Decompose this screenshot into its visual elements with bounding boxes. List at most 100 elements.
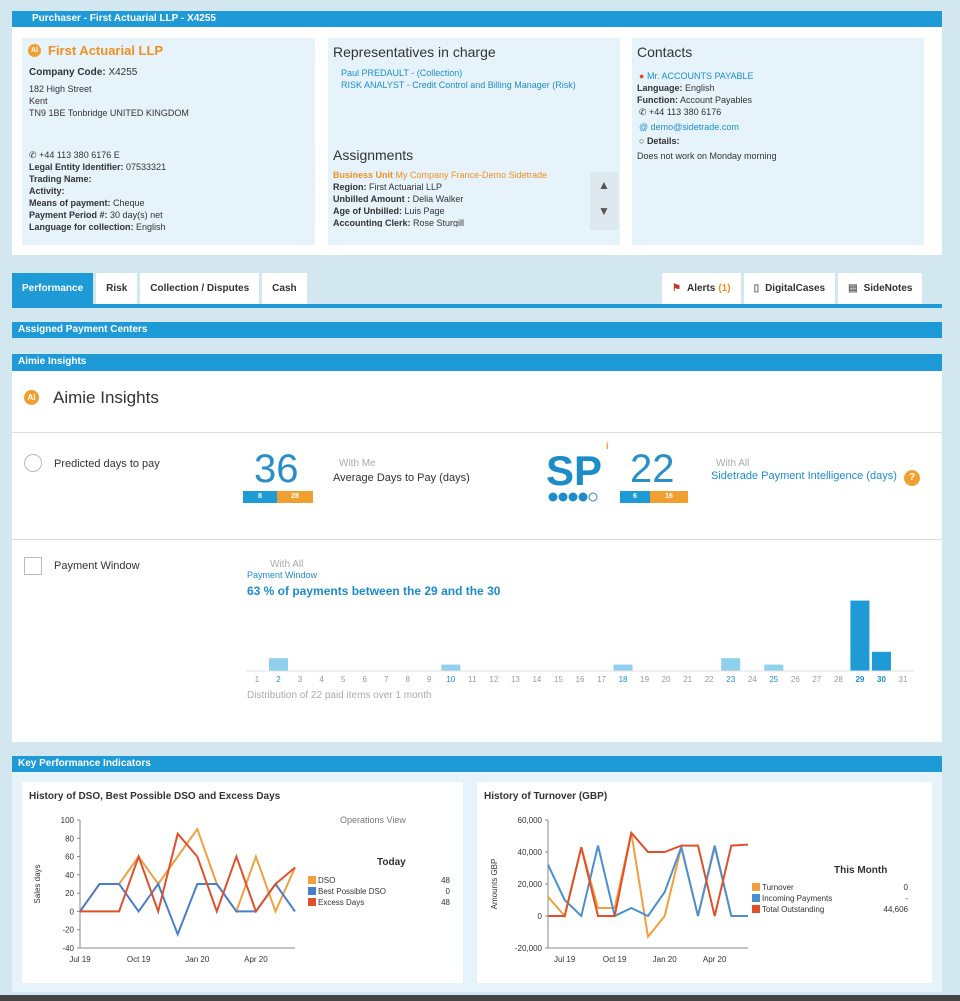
me-value: 36 — [254, 447, 299, 491]
field-label: Age of Unbilled: — [333, 206, 402, 216]
window-headline: 63 % of payments between the 29 and the … — [247, 584, 501, 598]
field-value: Cheque — [113, 198, 145, 208]
tab-label: DigitalCases — [765, 283, 826, 294]
me-high: 28 — [277, 491, 313, 503]
tab[interactable]: Performance — [12, 273, 94, 304]
me-tag: With Me — [339, 458, 376, 469]
ai-badge: AI — [28, 44, 41, 57]
code-label: Company Code: — [29, 67, 106, 78]
field-label: Unbilled Amount : — [333, 194, 411, 204]
window-tag: With All — [270, 559, 304, 570]
contact-name[interactable]: Mr. ACCOUNTS PAYABLE — [646, 71, 754, 81]
sp-info[interactable]: i — [606, 441, 609, 452]
help-icon[interactable]: ? — [904, 470, 920, 486]
address-line: TN9 1BE Tonbridge UNITED KINGDOM — [29, 108, 189, 118]
all-value: 22 — [630, 447, 675, 491]
predicted-label: Predicted days to pay — [54, 458, 160, 470]
tab[interactable]: ▯ DigitalCases — [743, 273, 836, 304]
reps-box: Representatives in charge Paul PREDAULT … — [328, 38, 620, 245]
assign-title: Assignments — [333, 147, 414, 163]
field-row: Accounting Clerk: Rose Sturgill — [333, 217, 547, 227]
code: X4255 — [108, 67, 138, 78]
field-row: Age of Unbilled: Luis Page — [333, 205, 547, 217]
rep-line[interactable]: RISK ANALYST - Credit Control and Billin… — [341, 80, 576, 90]
all-low: 6 — [620, 491, 650, 503]
field-value: Rose Sturgill — [413, 218, 465, 227]
insights-panel: AI Aimie Insights Predicted days to pay … — [12, 371, 942, 742]
field-row: Payment Period #: 30 day(s) net — [29, 209, 166, 221]
tab[interactable]: Cash — [262, 273, 307, 304]
right-tabs: ⚑ Alerts (1) ▯ DigitalCases ▤ SideNotes — [662, 273, 925, 304]
field-row: Means of payment: Cheque — [29, 197, 166, 209]
all-high: 16 — [650, 491, 688, 503]
phone: +44 113 380 6176 — [39, 150, 112, 160]
section-bar[interactable]: Assigned Payment Centers — [12, 322, 942, 338]
divider — [12, 539, 942, 540]
rep-line[interactable]: Paul PREDAULT - (Collection) — [341, 68, 463, 78]
field-row: Activity: — [29, 185, 166, 197]
field-value: First Actuarial LLP — [369, 182, 443, 192]
field-label: Accounting Clerk: — [333, 218, 411, 227]
tab-icon: ▤ — [848, 283, 858, 294]
contact-email[interactable]: demo@sidetrade.com — [650, 122, 739, 132]
rating-dot — [588, 492, 598, 502]
field-value: Delia Walker — [412, 194, 464, 204]
reps-list: Paul PREDAULT - (Collection) RISK ANALYST… — [341, 67, 576, 91]
clock-icon — [24, 454, 42, 472]
ai-badge: AI — [24, 390, 39, 405]
tab[interactable]: ▤ SideNotes — [838, 273, 923, 304]
rating-dot — [568, 492, 578, 502]
details: Does not work on Monday morning — [637, 151, 777, 161]
all-caption[interactable]: Sidetrade Payment Intelligence (days) — [711, 470, 897, 482]
phone-icon: ✆ — [29, 150, 37, 160]
contacts-title: Contacts — [637, 44, 693, 60]
section-bar[interactable]: Aimie Insights — [12, 354, 942, 371]
rating-dot — [578, 492, 588, 502]
field-value: Account Payables — [680, 95, 753, 105]
insights-title: Aimie Insights — [53, 388, 159, 407]
field-label: Region: — [333, 182, 367, 192]
tab[interactable]: ⚑ Alerts (1) — [662, 273, 741, 304]
contacts-box: Contacts ● Mr. ACCOUNTS PAYABLE Language… — [632, 38, 924, 245]
field-label: Business Unit — [333, 170, 394, 180]
field-value: 30 day(s) net — [110, 210, 163, 220]
tab-label: Alerts — [686, 283, 716, 294]
divider — [12, 432, 942, 433]
contact-fields: Language: English Function: Account Payab… — [637, 82, 752, 106]
phone-suffix: E — [113, 150, 120, 160]
field-label: Function: — [637, 95, 678, 105]
sp-rating — [548, 492, 598, 502]
window-sub: Payment Window — [247, 570, 318, 580]
contact-phone: +44 113 380 6176 — [649, 107, 722, 117]
field-label: Payment Period #: — [29, 210, 108, 220]
field-row: Language for collection: English — [29, 221, 166, 233]
company-box: AI First Actuarial LLP Company Code: X42… — [22, 38, 315, 245]
section-bar[interactable]: Key Performance Indicators — [12, 756, 942, 772]
chart-box — [477, 782, 932, 983]
tab-icon: ⚑ — [672, 283, 681, 294]
field-value: 07533321 — [126, 162, 167, 172]
chart-box — [22, 782, 463, 983]
me-low: 8 — [243, 491, 277, 503]
tab[interactable]: Collection / Disputes — [140, 273, 260, 304]
taskbar-edge — [0, 995, 960, 1001]
me-caption: Average Days to Pay (days) — [333, 472, 470, 484]
address: 182 High Street Kent TN9 1BE Tonbridge UNI… — [29, 83, 189, 119]
field-row: Unbilled Amount : Delia Walker — [333, 193, 547, 205]
field-row: Function: Account Payables — [637, 94, 752, 106]
sp-logo: SP — [546, 447, 603, 494]
tab-label: SideNotes — [863, 283, 913, 294]
tab[interactable]: Risk — [96, 273, 138, 304]
scroll-arrows[interactable]: ▲ ▼ — [590, 172, 618, 230]
field-row: Trading Name: — [29, 173, 166, 185]
field-row: Region: First Actuarial LLP — [333, 181, 547, 193]
rating-dot — [548, 492, 558, 502]
details-label: Details: — [646, 136, 680, 146]
field-value: My Company France-Demo Sidetrade — [395, 170, 548, 180]
field-label: Legal Entity Identifier: — [29, 162, 124, 172]
contact-icon: ● — [639, 71, 645, 81]
reps-title: Representatives in charge — [333, 44, 496, 60]
window-footer: Distribution of 22 paid items over 1 mon… — [247, 690, 432, 701]
window-label: Payment Window — [54, 560, 140, 572]
